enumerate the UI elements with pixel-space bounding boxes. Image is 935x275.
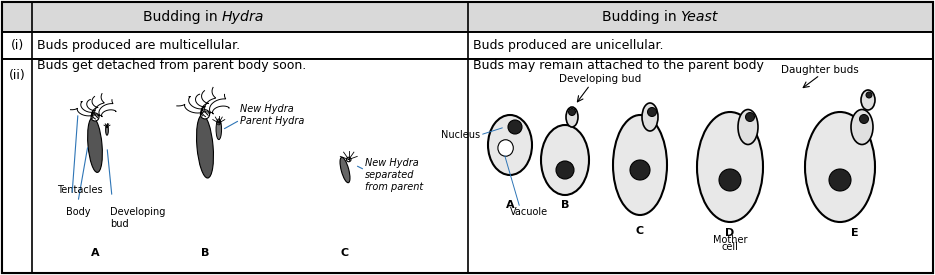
Text: B: B <box>201 248 209 258</box>
Ellipse shape <box>829 169 851 191</box>
Text: Developing bud: Developing bud <box>559 74 641 84</box>
Text: Body: Body <box>65 207 91 217</box>
Ellipse shape <box>642 103 658 131</box>
Ellipse shape <box>859 114 869 123</box>
Text: B: B <box>561 200 569 210</box>
Text: Buds get detached from parent body soon.: Buds get detached from parent body soon. <box>37 59 307 73</box>
Text: Developing
bud: Developing bud <box>110 207 165 229</box>
Text: Hydra: Hydra <box>222 10 265 24</box>
Ellipse shape <box>648 108 656 117</box>
Ellipse shape <box>106 125 108 135</box>
Text: E: E <box>851 228 859 238</box>
Text: New Hydra
Parent Hydra: New Hydra Parent Hydra <box>240 104 305 126</box>
Text: Daughter buds: Daughter buds <box>781 65 859 75</box>
Ellipse shape <box>697 112 763 222</box>
Text: cell: cell <box>722 242 739 252</box>
Text: Buds produced are multicellular.: Buds produced are multicellular. <box>37 39 240 52</box>
Ellipse shape <box>91 113 99 121</box>
Text: Yeast: Yeast <box>681 10 718 24</box>
Ellipse shape <box>541 125 589 195</box>
Ellipse shape <box>613 115 667 215</box>
Bar <box>2 2 933 32</box>
Ellipse shape <box>566 107 578 127</box>
Text: Vacuole: Vacuole <box>510 207 548 217</box>
Ellipse shape <box>88 118 102 172</box>
Ellipse shape <box>200 110 209 119</box>
Ellipse shape <box>556 161 574 179</box>
Ellipse shape <box>107 126 108 128</box>
Ellipse shape <box>738 109 758 144</box>
Ellipse shape <box>719 169 741 191</box>
Ellipse shape <box>340 157 350 183</box>
Ellipse shape <box>805 112 875 222</box>
Text: Nucleus: Nucleus <box>441 130 480 140</box>
Ellipse shape <box>861 90 875 110</box>
Text: Buds produced are unicellular.: Buds produced are unicellular. <box>473 39 664 52</box>
Ellipse shape <box>508 120 522 134</box>
Text: Budding in: Budding in <box>143 10 222 24</box>
Ellipse shape <box>216 119 222 140</box>
Ellipse shape <box>488 115 532 175</box>
Text: C: C <box>341 248 349 258</box>
Ellipse shape <box>347 157 351 162</box>
Ellipse shape <box>568 109 576 115</box>
Text: (ii): (ii) <box>8 68 25 81</box>
Ellipse shape <box>498 140 513 156</box>
Text: A: A <box>506 200 514 210</box>
Text: Tentacles: Tentacles <box>57 185 103 195</box>
Ellipse shape <box>217 121 221 125</box>
Ellipse shape <box>851 109 873 144</box>
Text: (i): (i) <box>10 39 23 52</box>
Text: Buds may remain attached to the parent body: Buds may remain attached to the parent b… <box>473 59 764 73</box>
Ellipse shape <box>196 115 213 178</box>
Ellipse shape <box>745 112 755 122</box>
Ellipse shape <box>630 160 650 180</box>
Ellipse shape <box>866 92 872 98</box>
Text: New Hydra
separated
from parent: New Hydra separated from parent <box>365 158 424 192</box>
Text: C: C <box>636 226 644 236</box>
Text: D: D <box>726 228 735 238</box>
Bar <box>2 59 933 273</box>
Text: Mother: Mother <box>712 235 747 245</box>
Text: Budding in: Budding in <box>601 10 681 24</box>
Bar <box>2 32 933 59</box>
Text: A: A <box>91 248 99 258</box>
